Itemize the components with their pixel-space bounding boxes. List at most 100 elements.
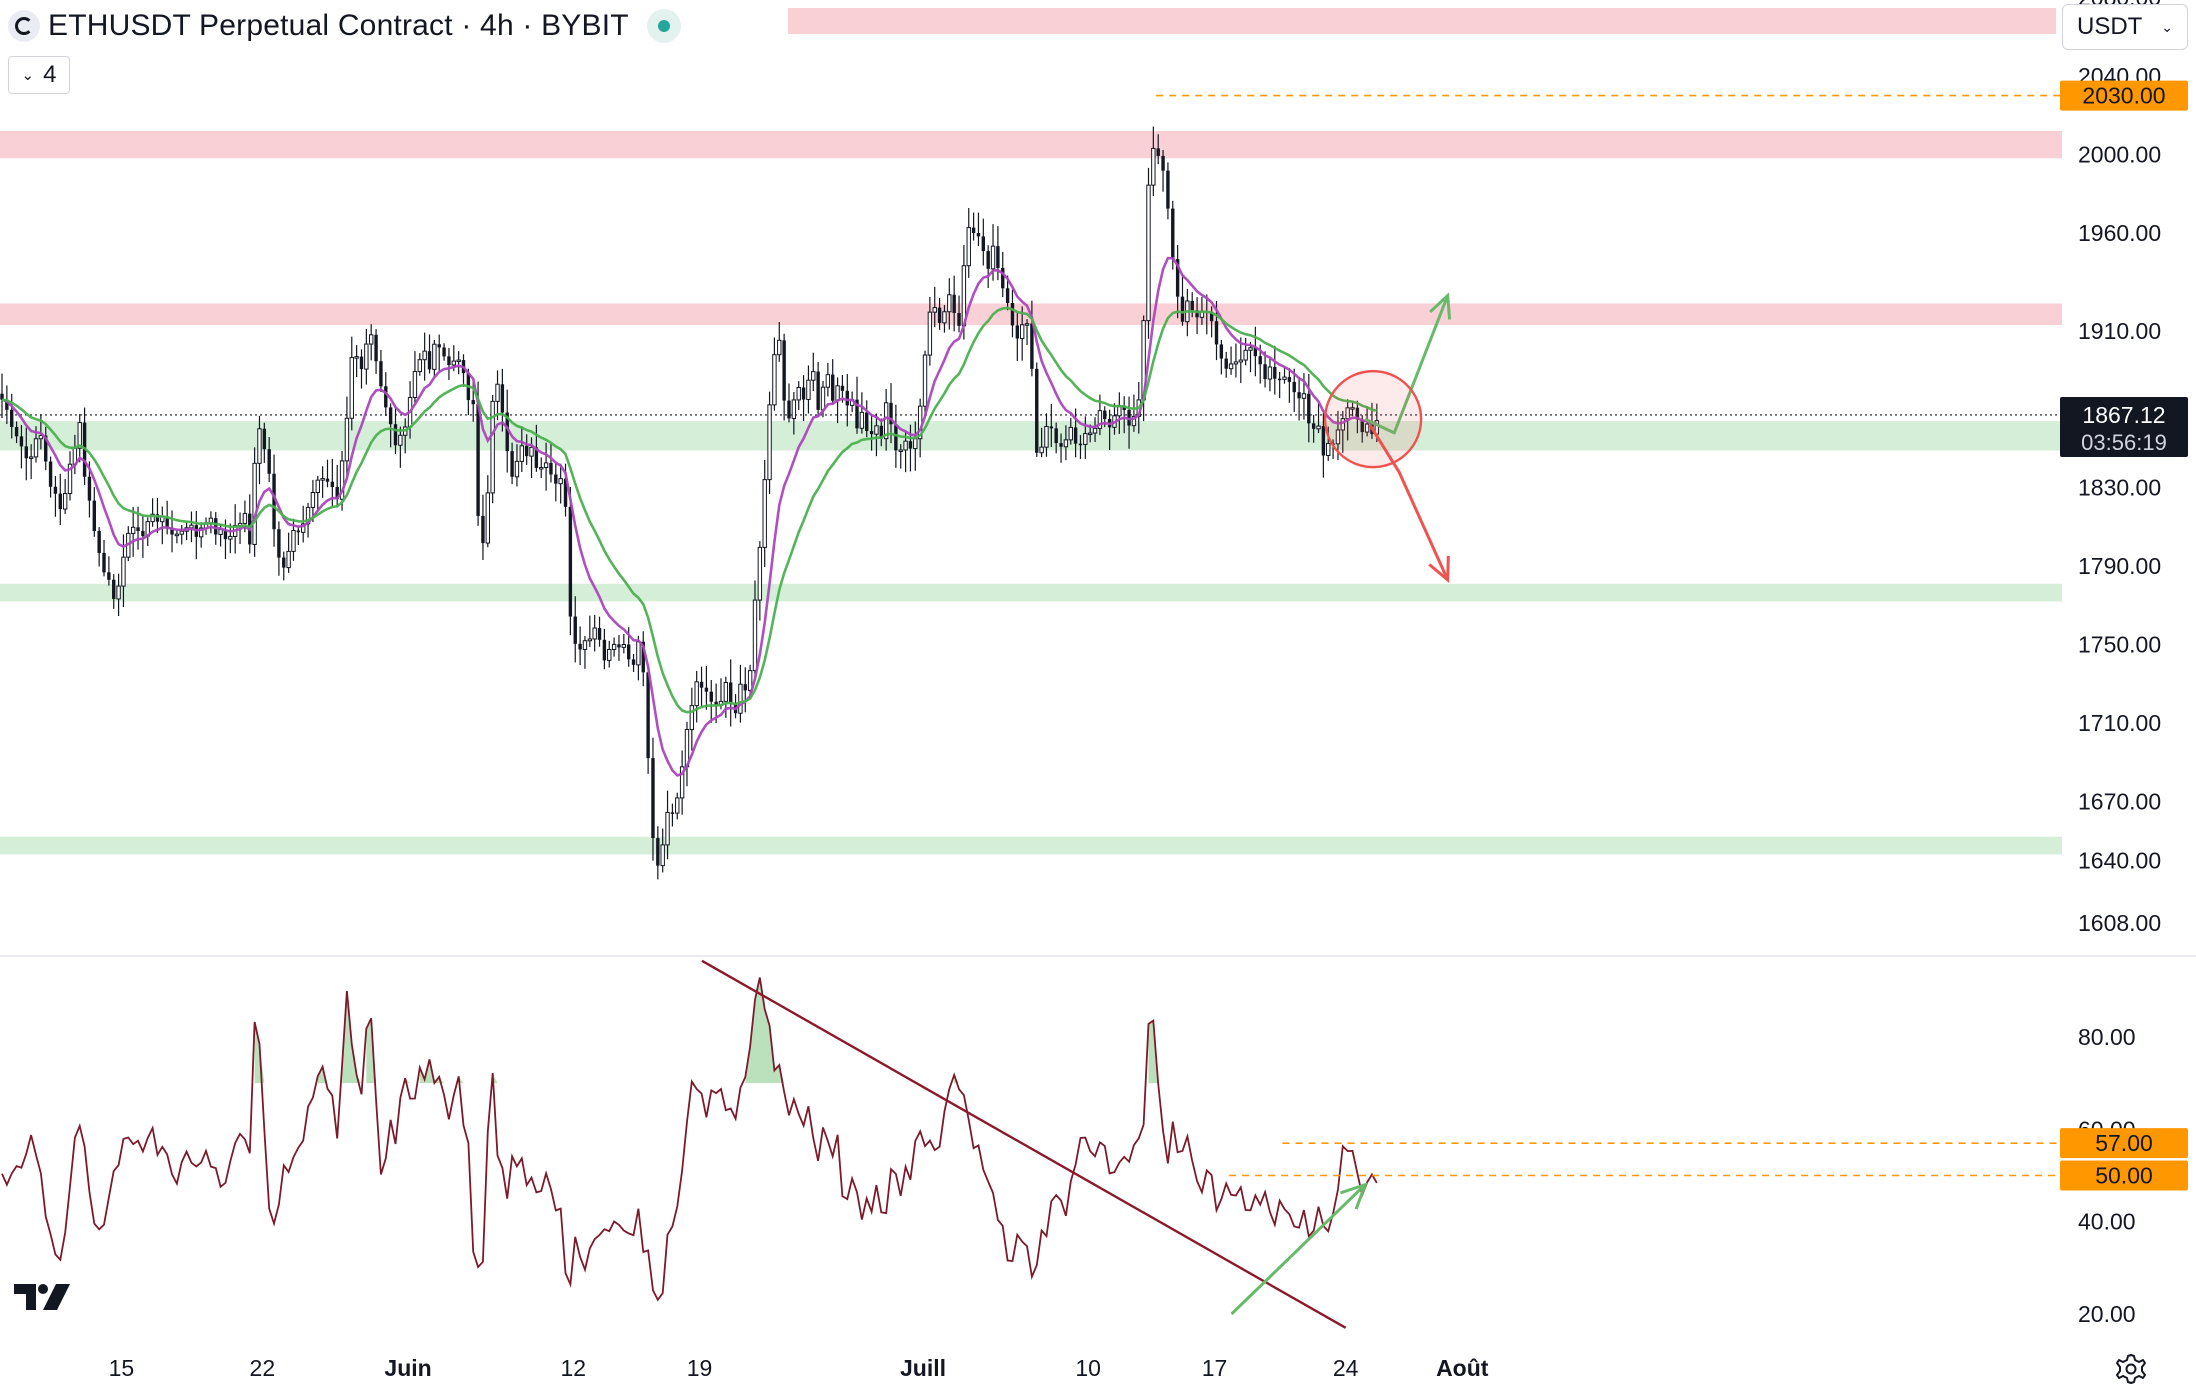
candle-body-up: [665, 811, 670, 846]
candle: [481, 494, 485, 561]
candle: [738, 664, 743, 723]
candle-body-down: [44, 435, 48, 462]
candle-body-up: [130, 526, 136, 534]
candle: [92, 487, 97, 537]
candle-body-down: [0, 393, 4, 400]
chart-title[interactable]: ETHUSDT Perpetual Contract · 4h · BYBIT: [48, 9, 629, 42]
indicators-toggle-button[interactable]: ⌄ 4: [8, 56, 70, 94]
candle-body-up: [519, 445, 525, 462]
candle: [1253, 326, 1258, 377]
candle-body-up: [1019, 324, 1025, 340]
candle: [1078, 435, 1083, 459]
candle-body-up: [456, 359, 461, 363]
candle-body-up: [777, 339, 782, 356]
candle-body-up: [1238, 359, 1243, 363]
candle-body-down: [568, 506, 573, 617]
candle: [1063, 425, 1069, 461]
candle-body-up: [607, 649, 612, 661]
candle: [602, 628, 607, 670]
candle: [1131, 394, 1137, 432]
candle-body-down: [578, 643, 582, 650]
candle-body-up: [592, 627, 597, 640]
candle-body-down: [442, 347, 446, 357]
candle-body-up: [257, 428, 262, 464]
candle-body-up: [349, 357, 354, 419]
candle: [58, 473, 62, 526]
candle-body-down: [1010, 302, 1015, 326]
candle: [937, 297, 942, 330]
candle: [704, 665, 709, 710]
candle: [947, 278, 952, 330]
symbol-logo-icon[interactable]: [8, 10, 40, 42]
candle-body-down: [505, 412, 509, 452]
rsi-level-57-label: 57.00: [2060, 1128, 2188, 1159]
candle-body-up: [62, 493, 68, 510]
gear-icon[interactable]: [2114, 1352, 2148, 1386]
candle-body-down: [1287, 377, 1292, 382]
candle: [1340, 411, 1346, 453]
tradingview-logo-icon[interactable]: [12, 1280, 74, 1314]
currency-selector[interactable]: USDT ⌄: [2062, 4, 2188, 50]
candle-body-up: [1335, 429, 1341, 445]
market-open-dot-icon[interactable]: [646, 9, 681, 43]
candle-body-up: [228, 535, 233, 540]
candle: [631, 654, 636, 672]
candle: [782, 333, 786, 421]
candle: [160, 506, 165, 545]
candle: [1059, 433, 1063, 463]
candle-body-down: [1078, 443, 1083, 446]
candle-body-down: [602, 639, 607, 661]
rsi-pane[interactable]: [1, 959, 2062, 1329]
candle-body-up: [310, 491, 316, 508]
candle-body-up: [582, 640, 588, 650]
candle: [617, 635, 621, 661]
candle-body-down: [787, 400, 791, 419]
candle-body-down: [476, 404, 480, 516]
candle: [379, 349, 383, 393]
rsi-tick-label: 40.00: [2078, 1209, 2136, 1235]
candle-body-up: [1364, 423, 1370, 433]
candle-body-up: [811, 371, 816, 381]
candle-body-down: [1307, 393, 1311, 424]
candle-body-down: [1263, 364, 1267, 380]
rsi-up-arrow: [1230, 1183, 1367, 1316]
candle: [277, 521, 281, 576]
candle-body-up: [1097, 410, 1103, 429]
candle-body-down: [1190, 300, 1194, 311]
indicator-count: 4: [43, 61, 57, 88]
candle-body-down: [272, 473, 276, 530]
candle-body-down: [743, 684, 747, 691]
candle: [44, 426, 48, 471]
candle-body-up: [1326, 442, 1331, 457]
candle-body-down: [1219, 344, 1224, 359]
candle-body-up: [752, 599, 758, 672]
candle-body-down: [801, 387, 806, 400]
candle-body-down: [1253, 347, 1258, 357]
rsi-level-50-label: 50.00: [2060, 1160, 2188, 1191]
candle: [374, 329, 378, 374]
time-tick-label: 17: [1202, 1355, 1228, 1381]
candle-body-down: [1209, 312, 1214, 322]
candle-body-up: [660, 844, 665, 867]
candle: [952, 275, 956, 332]
candle-body-up: [990, 245, 996, 270]
candle: [957, 295, 961, 333]
candle: [1092, 417, 1098, 443]
zone-support-3: [0, 583, 2062, 602]
candle: [267, 437, 271, 483]
candle: [723, 676, 729, 718]
candle-body-down: [214, 518, 218, 535]
bar-countdown: 03:56:19: [2081, 430, 2167, 455]
candle: [879, 418, 883, 447]
candle: [170, 510, 174, 553]
candle-body-down: [1224, 358, 1228, 369]
candle: [981, 218, 986, 266]
candle: [282, 551, 286, 581]
candle-body-up: [398, 434, 403, 446]
candle-body-down: [699, 681, 704, 688]
projection-down-arrow: [1368, 424, 1450, 581]
candle-body-down: [155, 514, 160, 522]
candle-body-down: [656, 838, 660, 866]
candle: [335, 464, 339, 508]
